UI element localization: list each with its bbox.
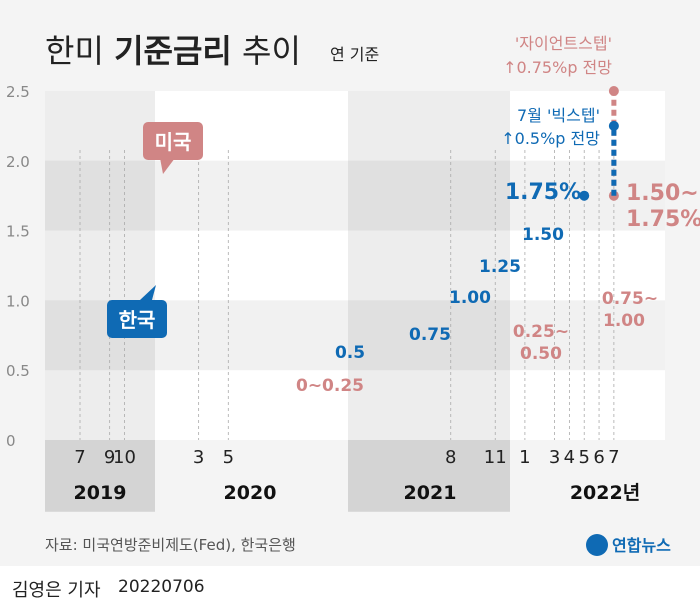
month-tick-label: 3 — [549, 447, 560, 468]
title-part: 추이 — [232, 32, 301, 70]
month-tick-label: 10 — [113, 447, 136, 468]
month-tick-label: 9 — [104, 447, 115, 468]
source-note: 자료: 미국연방준비제도(Fed), 한국은행 — [45, 536, 296, 554]
korea-badge-pointer — [140, 285, 156, 300]
korea-rate-label: 1.75% — [505, 180, 581, 205]
month-tick-label: 1 — [519, 447, 530, 468]
korea-rate-label: 0.75 — [409, 325, 451, 345]
y-tick-label: 2.5 — [6, 83, 30, 101]
us-rate-label: 0.50 — [520, 344, 562, 364]
us-badge-label: 미국 — [155, 130, 192, 154]
us-rate-label: 0.25~ — [513, 322, 569, 342]
month-tick-label: 11 — [484, 447, 507, 468]
korea-badge — [107, 300, 167, 338]
year-band-2019-axis — [45, 440, 155, 512]
month-tick-label: 4 — [564, 447, 575, 468]
month-tick-label: 5 — [578, 447, 589, 468]
date: 20220706 — [118, 577, 205, 597]
grid-band — [45, 160, 665, 231]
korea-forecast-note: ↑0.5%p 전망 — [501, 129, 600, 148]
year-label: 2021 — [404, 482, 457, 504]
logo-text: 연합뉴스 — [612, 536, 671, 555]
korea-current-dot — [579, 190, 590, 201]
footer-bar: 김영은 기자 20220706 — [0, 566, 700, 609]
us-rate-label: 1.75% — [626, 207, 700, 232]
y-tick-label: 2.0 — [6, 153, 30, 171]
korea-rate-label: 1.50 — [522, 225, 564, 245]
chart-subtitle: 연 기준 — [330, 45, 379, 64]
year-label: 2020 — [224, 482, 277, 504]
year-label: 2022년 — [570, 482, 640, 504]
grid-band — [45, 370, 665, 440]
korea-rate-label: 0.5 — [335, 343, 365, 363]
title-part: 한미 — [45, 32, 114, 70]
title-part: 기준금리 — [114, 32, 232, 70]
us-rate-label: 0.75~ — [602, 289, 658, 309]
axis-area — [45, 440, 665, 512]
us-badge — [143, 122, 203, 160]
y-tick-label: 1.0 — [6, 292, 30, 310]
us-rate-label: 0~0.25 — [296, 376, 364, 396]
month-tick-label: 7 — [74, 447, 85, 468]
month-tick-label: 8 — [445, 447, 456, 468]
year-label: 2019 — [74, 482, 127, 504]
us-rate-label: 1.00 — [603, 311, 645, 331]
y-tick-label: 0.5 — [6, 362, 30, 380]
korea-forecast-note: 7월 '빅스텝' — [517, 106, 600, 125]
korea-badge-label: 한국 — [119, 308, 156, 332]
us-rate-label: 1.50~ — [626, 181, 699, 206]
grid-band — [45, 230, 665, 301]
us-forecast-dot — [608, 86, 619, 96]
year-band-2021-axis — [348, 440, 510, 512]
month-tick-label: 3 — [193, 447, 204, 468]
month-tick-label: 6 — [593, 447, 604, 468]
month-tick-label: 5 — [223, 447, 234, 468]
korea-rate-label: 1.00 — [449, 288, 491, 308]
logo-icon — [586, 534, 608, 556]
korea-forecast-dot — [608, 120, 619, 131]
us-forecast-note: ↑0.75%p 전망 — [503, 58, 612, 77]
credit: 김영은 기자 — [12, 580, 101, 601]
y-tick-label: 0 — [6, 432, 16, 450]
korea-rate-label: 1.25 — [479, 257, 521, 277]
month-tick-label: 7 — [608, 447, 619, 468]
y-tick-label: 1.5 — [6, 223, 30, 241]
us-forecast-note: '자이언트스텝' — [515, 34, 612, 53]
us-badge-pointer — [160, 158, 175, 174]
chart-title: 한미 기준금리 추이 — [45, 32, 301, 70]
